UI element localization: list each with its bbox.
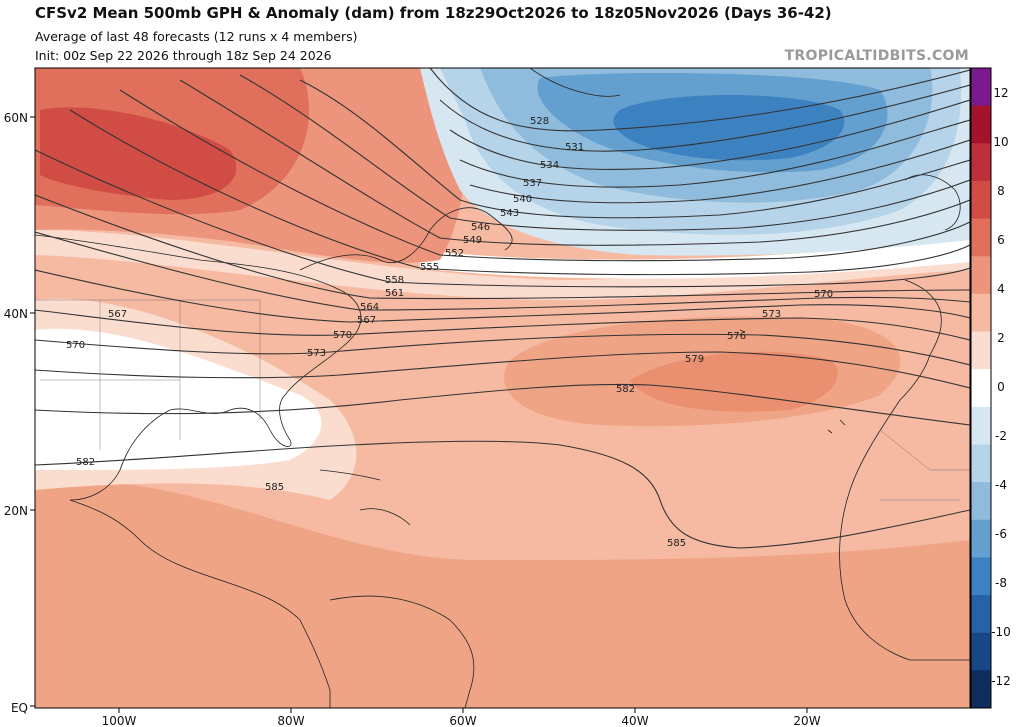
- colorbar-swatch: [971, 180, 991, 220]
- contour-label: 567: [108, 309, 127, 320]
- height-contours: [35, 68, 970, 549]
- lat-label: 20N: [4, 504, 28, 518]
- colorbar-label: -6: [995, 527, 1007, 541]
- lon-label: 20W: [793, 714, 820, 727]
- contour-label: 567: [357, 315, 376, 326]
- colorbar-swatch: [971, 595, 991, 634]
- lon-label: 60W: [449, 714, 476, 727]
- map-title: CFSv2 Mean 500mb GPH & Anomaly (dam) fro…: [35, 4, 832, 22]
- contour-label: 543: [500, 208, 519, 219]
- contour-label: 570: [814, 289, 833, 300]
- colorbar-swatch: [971, 670, 991, 709]
- colorbar-swatch: [971, 256, 991, 295]
- contour-label: 570: [333, 330, 352, 341]
- contour-label: 582: [76, 457, 95, 468]
- contour-label: 585: [667, 538, 686, 549]
- colorbar-swatch: [971, 331, 991, 370]
- colorbar-swatch: [971, 293, 991, 333]
- contour-label: 546: [471, 222, 490, 233]
- contour-label: 528: [530, 116, 549, 127]
- contour-label: 570: [66, 340, 85, 351]
- contour-label: 573: [307, 348, 326, 359]
- colorbar-frame: [970, 67, 992, 709]
- colorbar-label: 6: [997, 233, 1005, 247]
- map-subtitle: Average of last 48 forecasts (12 runs x …: [35, 29, 358, 44]
- colorbar-label: -4: [995, 478, 1007, 492]
- colorbar-swatch: [971, 406, 991, 445]
- colorbar: [970, 67, 992, 709]
- contour-label: 573: [762, 309, 781, 320]
- lon-label: 80W: [277, 714, 304, 727]
- colorbar-labels: 12 10 8 6 4 2 0 -2 -4 -6 -8 -10 -12: [991, 86, 1011, 688]
- colorbar-swatch: [971, 519, 991, 558]
- lon-label: 100W: [102, 714, 137, 727]
- colorbar-swatch: [971, 444, 991, 483]
- colorbar-label: -12: [991, 674, 1011, 688]
- contour-label: 579: [685, 354, 704, 365]
- colorbar-label: 8: [997, 184, 1005, 198]
- contour-label: 582: [616, 384, 635, 395]
- anomaly-fill: 528 531 534 537 540 543 546 549 552 555 …: [35, 68, 970, 708]
- colorbar-swatch: [971, 105, 991, 144]
- contour-label: 576: [727, 331, 746, 342]
- map-frame: [34, 67, 971, 709]
- colorbar-label: -10: [991, 625, 1011, 639]
- contour-label: 552: [445, 248, 464, 259]
- lat-label: EQ: [11, 701, 28, 715]
- contour-labels: 528 531 534 537 540 543 546 549 552 555 …: [66, 116, 833, 549]
- colorbar-label: 0: [997, 380, 1005, 394]
- contour-label: 537: [523, 178, 542, 189]
- contour-label: 534: [540, 160, 559, 171]
- init-info: Init: 00z Sep 22 2026 through 18z Sep 24…: [35, 48, 332, 63]
- colorbar-swatch: [971, 632, 991, 671]
- contour-label: 558: [385, 275, 404, 286]
- longitude-axis: 100W 80W 60W 40W 20W: [102, 708, 821, 727]
- colorbar-swatch: [971, 218, 991, 257]
- colorbar-label: 12: [993, 86, 1008, 100]
- lat-label: 60N: [4, 111, 28, 125]
- lat-label: 40N: [4, 307, 28, 321]
- colorbar-swatch: [971, 143, 991, 182]
- colorbar-label: 4: [997, 282, 1005, 296]
- contour-label: 555: [420, 262, 439, 273]
- lon-label: 40W: [621, 714, 648, 727]
- contour-label: 531: [565, 142, 584, 153]
- contour-label: 540: [513, 194, 532, 205]
- colorbar-swatch: [971, 557, 991, 596]
- contour-label: 549: [463, 235, 482, 246]
- contour-label: 561: [385, 288, 404, 299]
- latitude-axis: 60N 40N 20N EQ: [4, 111, 35, 715]
- colorbar-swatch: [971, 369, 991, 408]
- colorbar-label: 10: [993, 135, 1008, 149]
- site-watermark[interactable]: TROPICALTIDBITS.COM: [784, 48, 969, 64]
- colorbar-label: 2: [997, 331, 1005, 345]
- contour-label: 585: [265, 482, 284, 493]
- colorbar-swatch: [971, 68, 991, 107]
- colorbar-label: -2: [995, 429, 1007, 443]
- colorbar-label: -8: [995, 576, 1007, 590]
- contour-label: 564: [360, 302, 379, 313]
- colorbar-swatch: [971, 482, 991, 521]
